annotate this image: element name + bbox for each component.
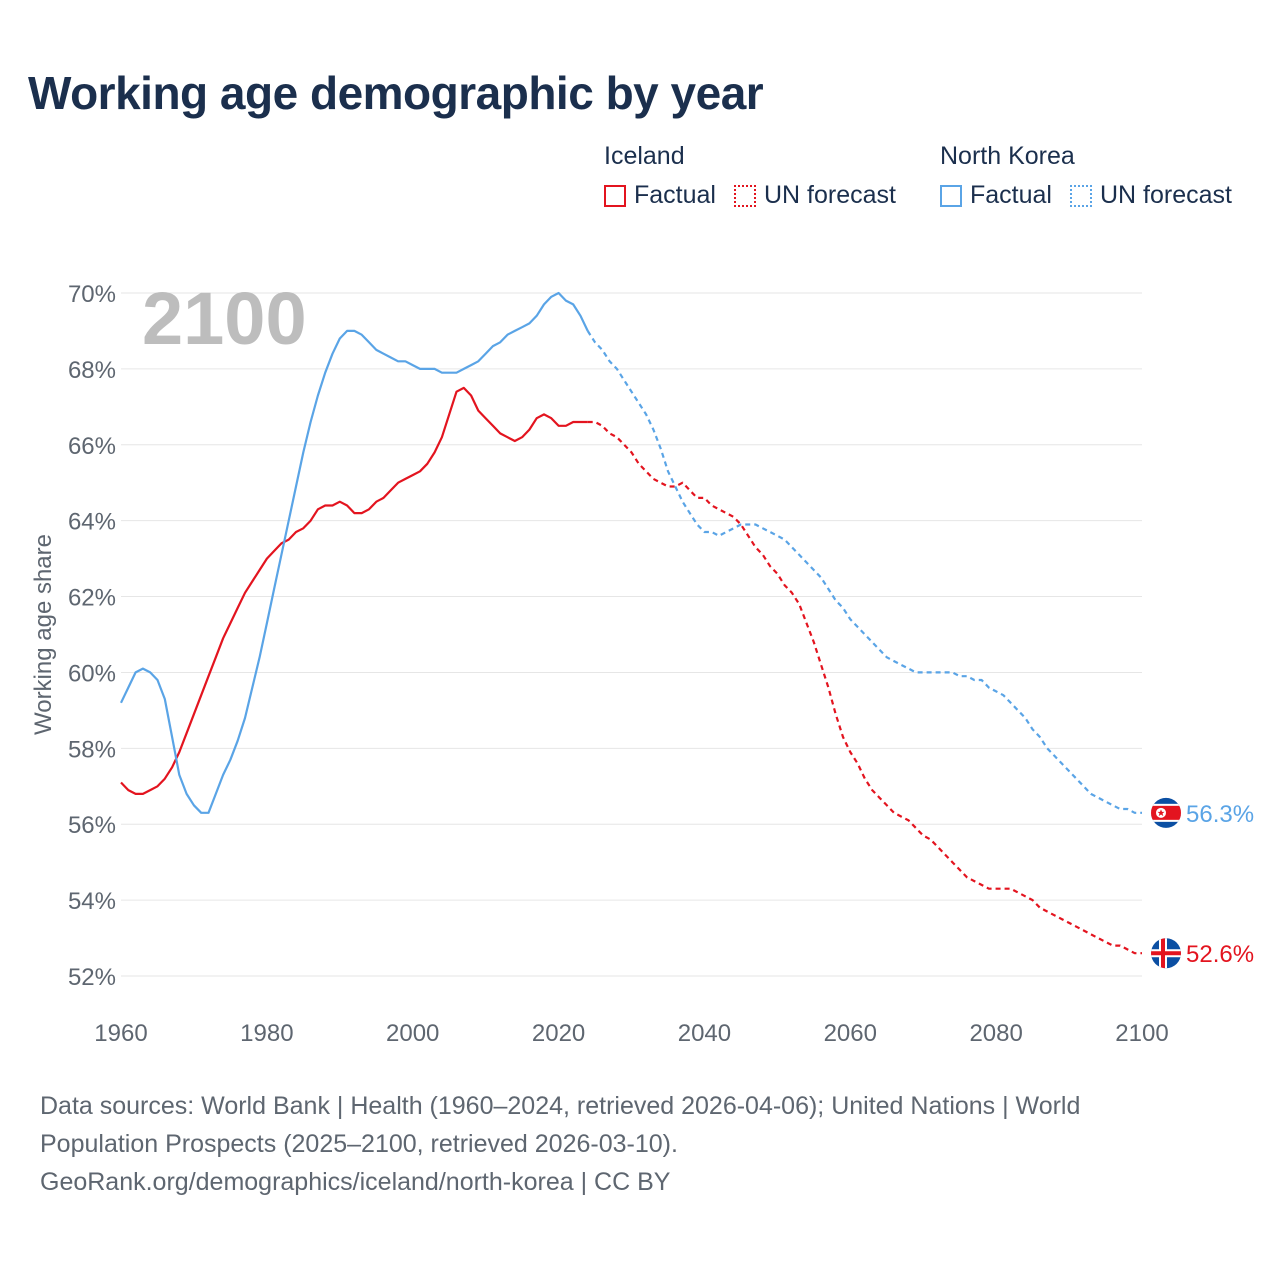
line-chart: 2100 Working age share 52% 54% 56% 58% 60% 62… xyxy=(30,277,1254,1047)
y-tick-label: 64% xyxy=(68,509,116,536)
series-line-forecast xyxy=(586,330,1142,814)
legend-iceland: Iceland Factual UN forecast xyxy=(604,142,914,210)
series-line-factual xyxy=(120,386,588,796)
y-tick-label: 52% xyxy=(68,964,116,991)
footer-line-2: Population Prospects (2025–2100, retriev… xyxy=(40,1130,678,1158)
legend-solid-swatch xyxy=(604,184,626,207)
y-tick-label: 60% xyxy=(68,660,116,687)
legend-north-korea-forecast-label: UN forecast xyxy=(1099,181,1232,209)
legend-iceland-name: Iceland xyxy=(604,142,685,170)
x-tick-label: 2080 xyxy=(969,1020,1022,1047)
legend-solid-swatch xyxy=(940,184,962,207)
y-axis-ticks: 52% 54% 56% 58% 60% 62% 64% 66% 68% 70% xyxy=(68,281,116,991)
legend-north-korea-forecast[interactable]: UN forecast xyxy=(1069,181,1232,210)
series-end-value-label: 52.6% xyxy=(1186,941,1254,968)
x-tick-label: 2060 xyxy=(824,1020,877,1047)
legend-iceland-factual[interactable]: Factual xyxy=(604,181,716,210)
legend-dotted-swatch xyxy=(1069,184,1092,207)
year-watermark: 2100 xyxy=(142,277,307,360)
series-line-forecast xyxy=(587,420,1142,955)
y-tick-label: 68% xyxy=(68,357,116,384)
series-end-markers: 52.6% 56.3% xyxy=(1151,797,1254,969)
footer-line-1: Data sources: World Bank | Health (1960–… xyxy=(40,1092,1081,1120)
legend-iceland-forecast[interactable]: UN forecast xyxy=(733,181,896,210)
series-lines xyxy=(120,291,1142,955)
north-korea-flag-icon xyxy=(1151,797,1181,828)
footer-sources: Data sources: World Bank | Health (1960–… xyxy=(40,1087,1220,1201)
legend-north-korea-factual-label: Factual xyxy=(970,181,1052,209)
y-tick-label: 70% xyxy=(68,281,116,308)
gridlines xyxy=(121,292,1142,977)
x-axis-ticks: 1960 1980 2000 2020 2040 2060 2080 2100 xyxy=(94,1020,1168,1047)
legend-iceland-forecast-label: UN forecast xyxy=(763,181,896,209)
y-tick-label: 66% xyxy=(68,433,116,460)
legend-north-korea: North Korea Factual UN forecast xyxy=(940,142,1232,210)
x-tick-label: 1960 xyxy=(94,1020,147,1047)
x-tick-label: 1980 xyxy=(240,1020,293,1047)
y-axis-label: Working age share xyxy=(30,534,57,735)
x-tick-label: 2000 xyxy=(386,1020,439,1047)
y-tick-label: 62% xyxy=(68,585,116,612)
legend-dotted-swatch xyxy=(733,184,756,207)
legend-north-korea-name: North Korea xyxy=(940,142,1075,170)
x-tick-label: 2100 xyxy=(1115,1020,1168,1047)
iceland-flag-icon xyxy=(1151,938,1181,969)
footer-line-3[interactable]: GeoRank.org/demographics/iceland/north-k… xyxy=(40,1168,671,1196)
x-tick-label: 2040 xyxy=(678,1020,731,1047)
legend-north-korea-factual[interactable]: Factual xyxy=(940,181,1052,210)
series-line-factual xyxy=(120,291,589,814)
chart-title: Working age demographic by year xyxy=(28,67,764,119)
x-tick-label: 2020 xyxy=(532,1020,585,1047)
y-tick-label: 54% xyxy=(68,888,116,915)
legend-iceland-factual-label: Factual xyxy=(634,181,716,209)
y-tick-label: 58% xyxy=(68,736,116,763)
y-tick-label: 56% xyxy=(68,812,116,839)
series-end-value-label: 56.3% xyxy=(1186,801,1254,828)
